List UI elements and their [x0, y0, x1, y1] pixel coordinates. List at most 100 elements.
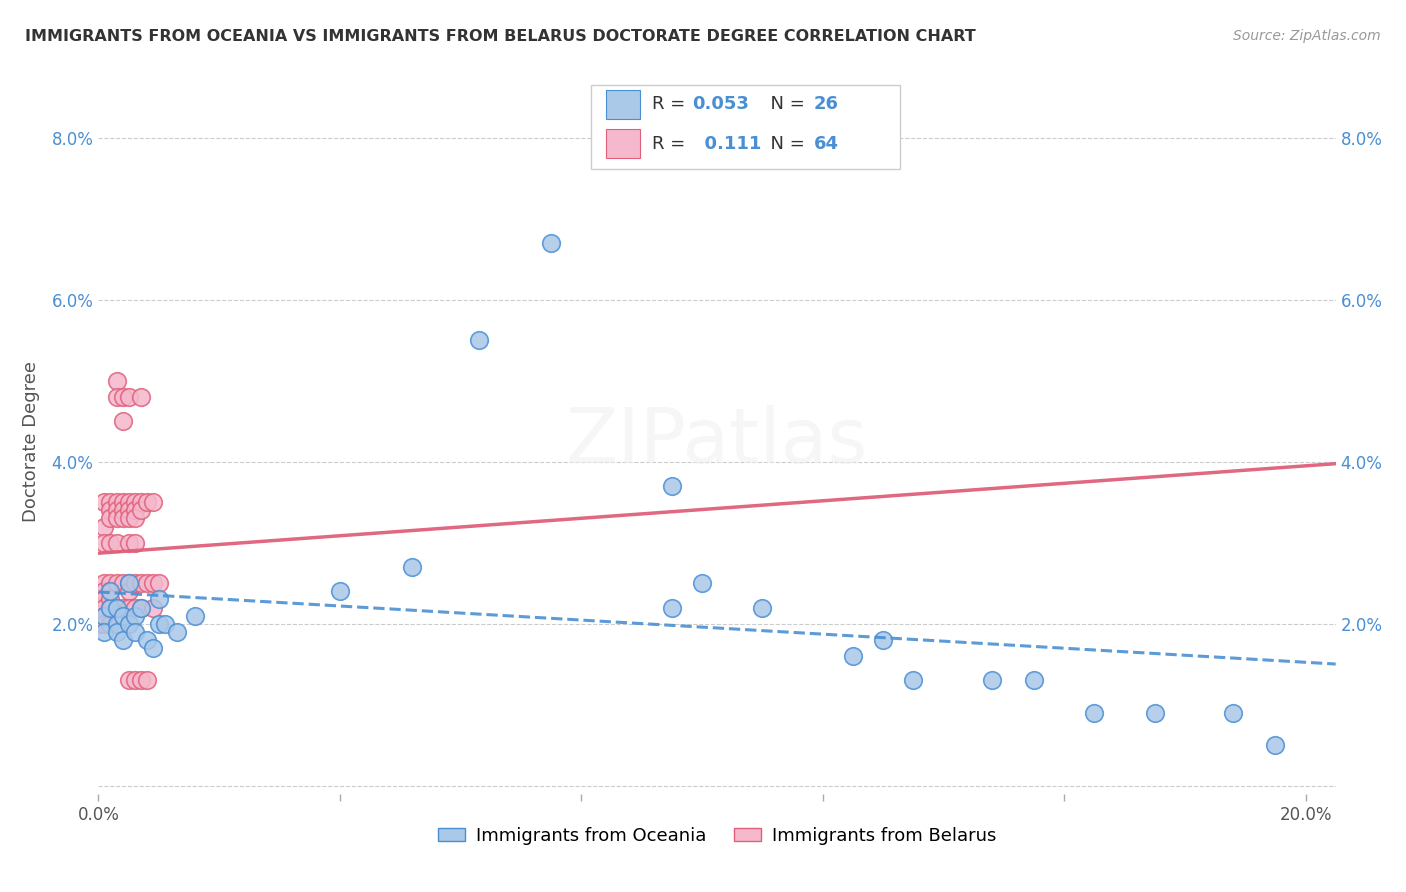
Point: [124, 503, 146, 517]
Text: 0.053: 0.053: [692, 95, 748, 113]
Point: [184, 608, 207, 623]
Point: [100, 616, 122, 631]
Point: [111, 390, 134, 404]
Point: [111, 632, 134, 647]
Y-axis label: Doctorate Degree: Doctorate Degree: [22, 361, 41, 522]
Point: [117, 584, 139, 599]
Point: [100, 584, 122, 599]
Point: [129, 600, 152, 615]
Point: [100, 592, 122, 607]
Point: [117, 390, 139, 404]
Point: [142, 600, 165, 615]
Point: [117, 576, 139, 591]
Point: [540, 236, 562, 251]
Point: [148, 616, 170, 631]
Point: [129, 495, 152, 509]
Point: [111, 511, 134, 525]
Point: [124, 673, 146, 688]
Point: [105, 511, 128, 525]
Point: [111, 576, 134, 591]
Point: [129, 600, 152, 615]
Point: [117, 576, 139, 591]
Point: [142, 495, 165, 509]
Point: [135, 632, 157, 647]
Point: [1264, 739, 1286, 753]
Point: [93, 584, 115, 599]
Point: [117, 673, 139, 688]
Point: [105, 536, 128, 550]
Point: [100, 511, 122, 525]
Point: [661, 600, 683, 615]
Text: N =: N =: [759, 95, 811, 113]
Text: N =: N =: [759, 135, 811, 153]
Point: [93, 576, 115, 591]
Point: [100, 536, 122, 550]
Point: [129, 390, 152, 404]
Point: [105, 374, 128, 388]
Point: [124, 511, 146, 525]
Point: [124, 536, 146, 550]
Point: [117, 616, 139, 631]
Point: [690, 576, 713, 591]
Point: [100, 576, 122, 591]
Point: [661, 479, 683, 493]
Point: [105, 600, 128, 615]
Point: [117, 495, 139, 509]
Point: [153, 616, 176, 631]
Text: 26: 26: [814, 95, 839, 113]
Legend: Immigrants from Oceania, Immigrants from Belarus: Immigrants from Oceania, Immigrants from…: [432, 820, 1002, 852]
Point: [142, 576, 165, 591]
Text: R =: R =: [652, 135, 692, 153]
Text: ZIPatlas: ZIPatlas: [565, 405, 869, 478]
Point: [401, 560, 423, 574]
Point: [148, 576, 170, 591]
Point: [93, 624, 115, 639]
Point: [100, 584, 122, 599]
Point: [166, 624, 188, 639]
Point: [100, 495, 122, 509]
Point: [903, 673, 925, 688]
Point: [93, 600, 115, 615]
Text: R =: R =: [652, 95, 692, 113]
Point: [87, 616, 110, 631]
Point: [129, 576, 152, 591]
Point: [124, 624, 146, 639]
Point: [111, 600, 134, 615]
Point: [87, 600, 110, 615]
Point: [105, 616, 128, 631]
Point: [93, 616, 115, 631]
Point: [105, 576, 128, 591]
Point: [329, 584, 352, 599]
Point: [1222, 706, 1244, 720]
Text: IMMIGRANTS FROM OCEANIA VS IMMIGRANTS FROM BELARUS DOCTORATE DEGREE CORRELATION : IMMIGRANTS FROM OCEANIA VS IMMIGRANTS FR…: [25, 29, 976, 44]
Point: [135, 673, 157, 688]
Point: [105, 390, 128, 404]
Point: [93, 608, 115, 623]
Point: [93, 519, 115, 533]
Point: [93, 536, 115, 550]
Point: [111, 608, 134, 623]
Point: [872, 632, 894, 647]
Point: [1022, 673, 1045, 688]
Point: [129, 673, 152, 688]
Point: [129, 503, 152, 517]
Point: [105, 624, 128, 639]
Point: [124, 608, 146, 623]
Point: [1083, 706, 1105, 720]
Point: [751, 600, 773, 615]
Text: Source: ZipAtlas.com: Source: ZipAtlas.com: [1233, 29, 1381, 43]
Point: [117, 503, 139, 517]
Point: [135, 495, 157, 509]
Point: [93, 495, 115, 509]
Point: [111, 414, 134, 428]
Point: [100, 600, 122, 615]
Point: [1143, 706, 1166, 720]
Point: [124, 576, 146, 591]
Point: [100, 600, 122, 615]
Point: [135, 576, 157, 591]
Point: [467, 333, 489, 347]
Point: [111, 503, 134, 517]
Point: [148, 592, 170, 607]
Point: [93, 592, 115, 607]
Text: 0.111: 0.111: [692, 135, 761, 153]
